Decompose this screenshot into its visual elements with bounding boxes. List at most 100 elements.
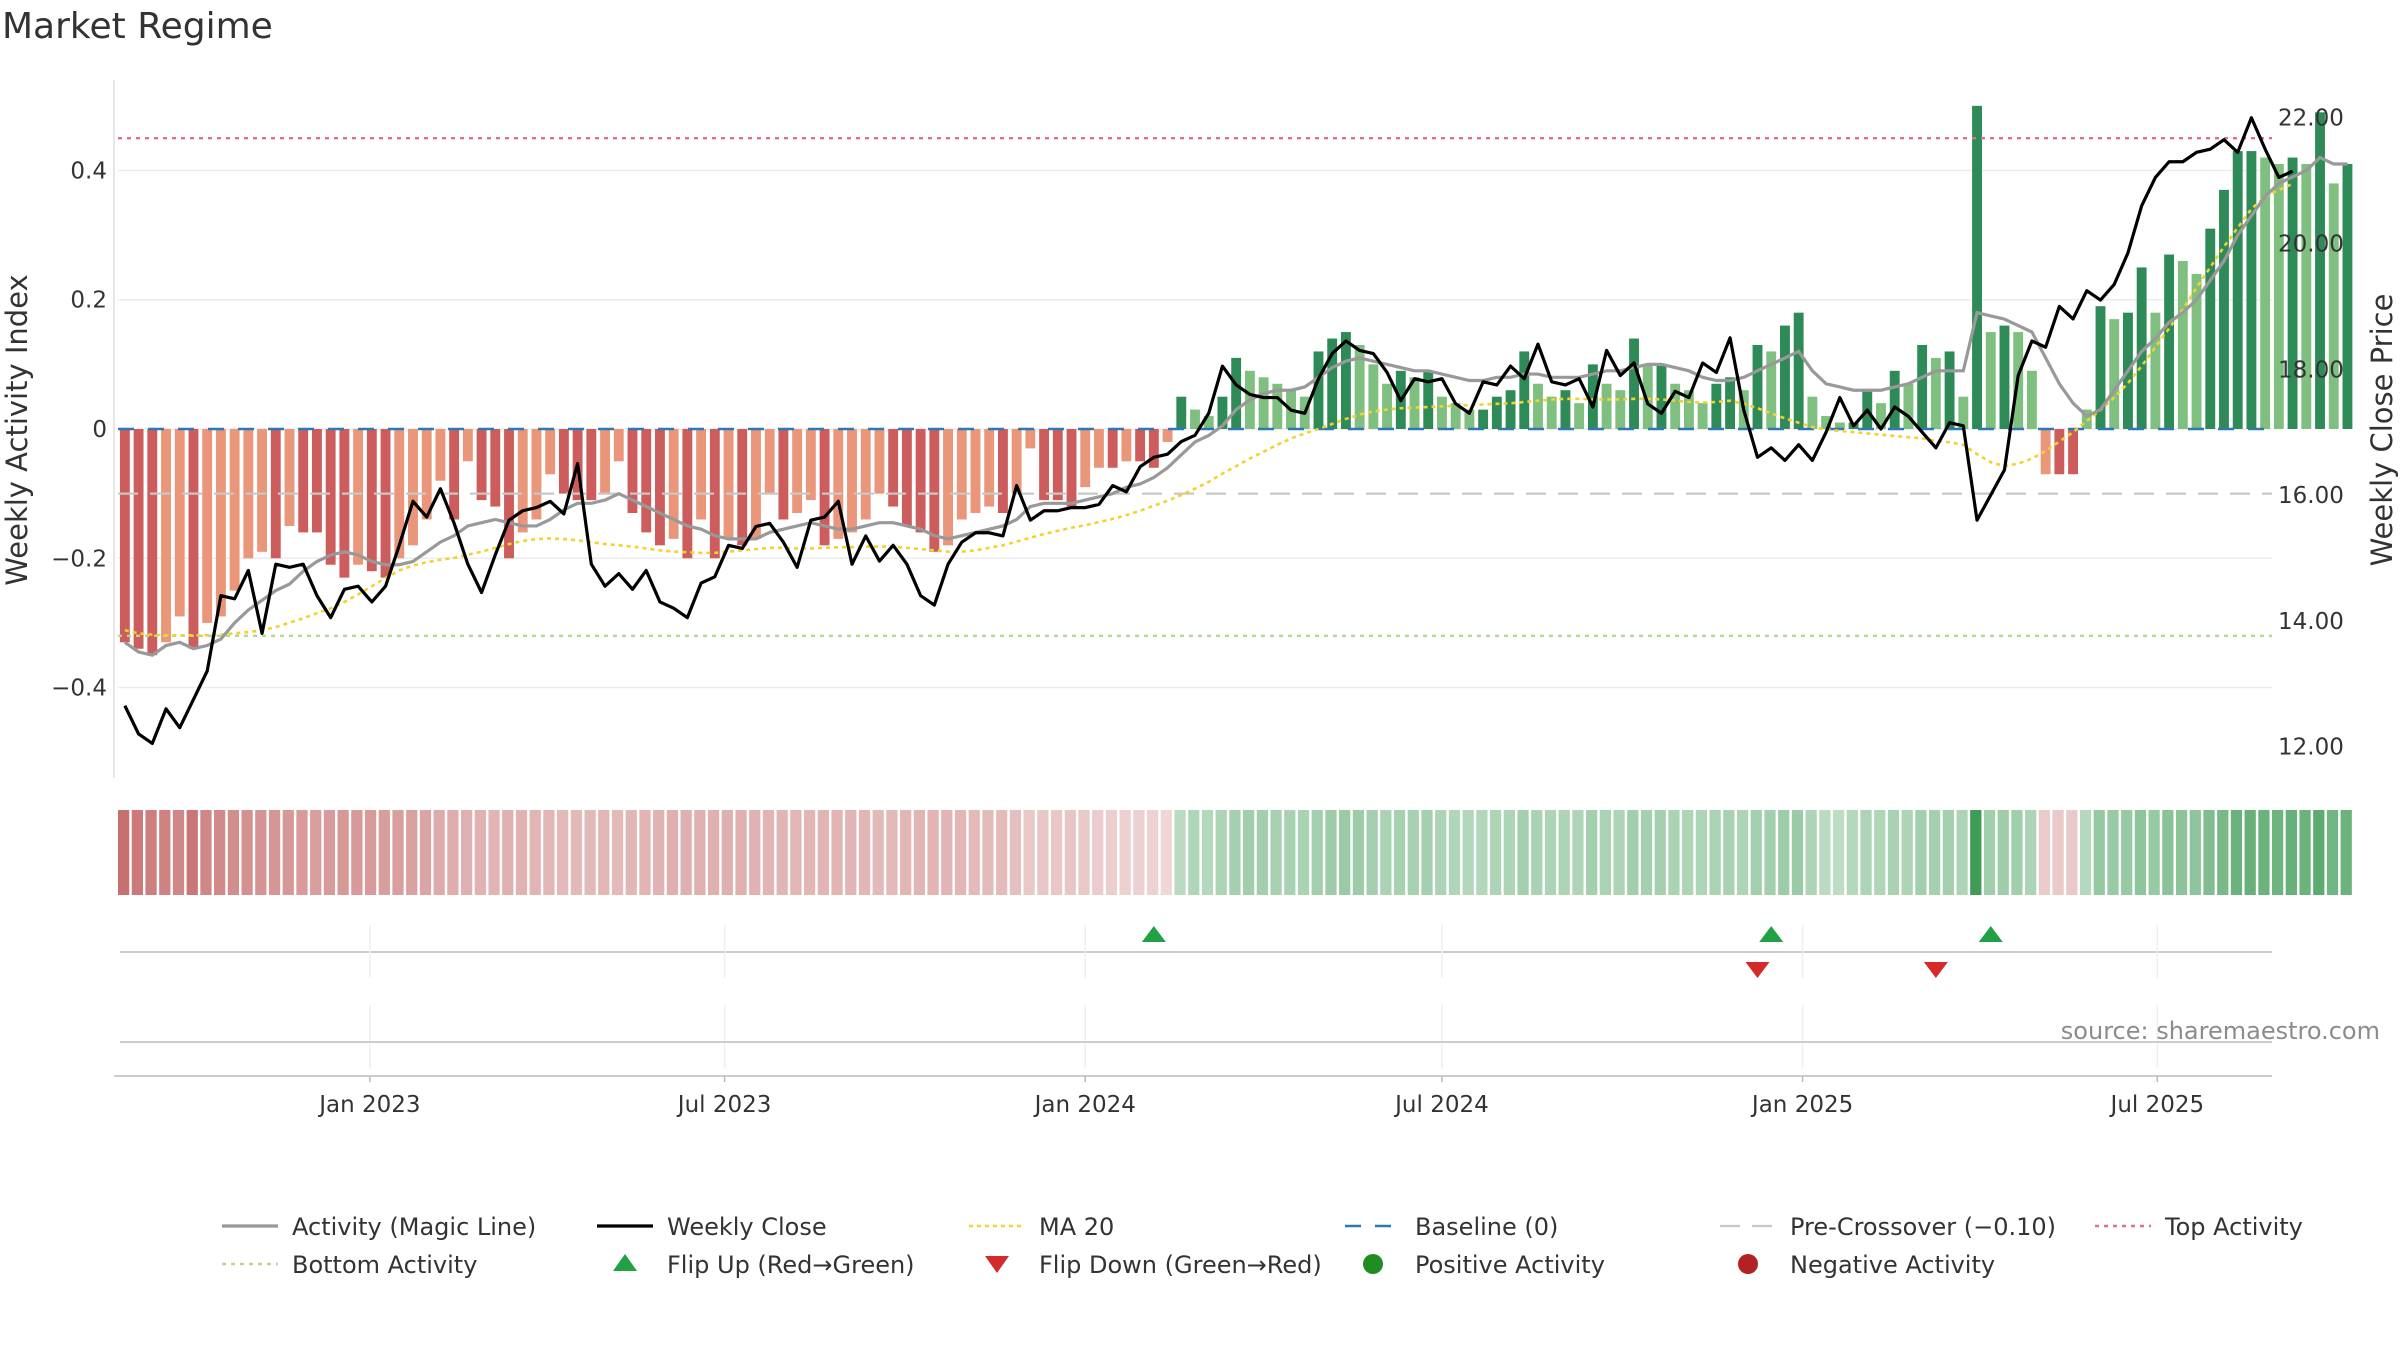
activity-bar — [956, 429, 967, 520]
regime-cell — [886, 810, 898, 895]
activity-bar — [860, 429, 871, 520]
legend-label: Positive Activity — [1415, 1251, 1605, 1279]
activity-bar — [1985, 332, 1996, 429]
activity-bar — [2287, 157, 2298, 429]
activity-bar — [1656, 364, 1667, 429]
activity-bar — [1313, 351, 1324, 429]
regime-cell — [1023, 810, 1035, 895]
activity-bar — [2177, 260, 2188, 429]
activity-bar — [2328, 183, 2339, 429]
activity-bar — [668, 429, 679, 539]
activity-bar — [1930, 357, 1941, 429]
activity-bar — [1217, 396, 1228, 429]
left-y-tick: 0 — [92, 417, 107, 443]
activity-bar — [119, 429, 130, 643]
activity-bar — [819, 429, 830, 546]
regime-cell — [2175, 810, 2188, 895]
activity-bar — [2068, 429, 2078, 475]
regime-cell — [1489, 810, 1502, 895]
regime-cell — [145, 810, 157, 895]
regime-cell — [2230, 810, 2243, 895]
regime-cell — [1723, 810, 1735, 895]
regime-cell — [1092, 810, 1104, 895]
legend-label: Flip Down (Green→Red) — [1039, 1251, 1322, 1279]
activity-bar — [1327, 338, 1338, 429]
legend-item-flipdown: Flip Down (Green→Red) — [985, 1251, 1322, 1279]
activity-bar — [1876, 403, 1886, 429]
activity-bar — [325, 429, 336, 565]
regime-cell — [845, 810, 857, 895]
regime-cell — [2148, 810, 2160, 895]
activity-bar — [1272, 383, 1283, 429]
activity-bar — [2026, 370, 2037, 429]
regime-cell — [1174, 810, 1186, 895]
x-tick-label: Jul 2025 — [2109, 1092, 2205, 1118]
weekly-close-line — [123, 116, 2294, 746]
regime-cell — [1448, 810, 1461, 895]
flip-down-marker — [1923, 962, 1948, 978]
regime-cell — [1215, 810, 1227, 895]
regime-cell — [1846, 810, 1858, 895]
activity-bar — [353, 429, 364, 565]
activity-bar — [1752, 344, 1763, 429]
activity-bar — [997, 429, 1008, 514]
legend-swatch — [1738, 1254, 1758, 1274]
regime-cell — [570, 810, 582, 895]
regime-cell — [406, 810, 418, 895]
activity-bar — [1340, 332, 1351, 429]
ma20-line — [124, 182, 2294, 637]
activity-bar — [1601, 383, 1612, 429]
activity-bar — [1834, 422, 1845, 429]
regime-cell — [378, 810, 390, 895]
regime-cell — [653, 810, 665, 895]
regime-cell — [2079, 810, 2092, 895]
regime-cell — [694, 810, 706, 895]
activity-bar — [1094, 429, 1104, 468]
legend-item-precross: Pre-Crossover (−0.10) — [1720, 1213, 2056, 1241]
magic-line — [123, 155, 2348, 657]
regime-cell — [186, 810, 198, 895]
activity-bar — [2136, 267, 2147, 429]
regime-cell — [2162, 810, 2174, 895]
regime-cell — [543, 810, 555, 895]
regime-cell — [351, 810, 363, 895]
regime-cell — [1366, 810, 1378, 895]
activity-bar — [435, 429, 446, 481]
activity-bar — [1368, 364, 1379, 429]
legend-swatch — [613, 1254, 637, 1271]
activity-bar — [600, 429, 610, 494]
regime-cell — [227, 810, 240, 895]
regime-cell — [364, 810, 377, 895]
legend-item-magic: Activity (Magic Line) — [222, 1213, 536, 1241]
activity-bar — [1176, 396, 1187, 429]
regime-cell — [1668, 810, 1680, 895]
activity-bar — [1903, 383, 1914, 429]
activity-bar — [654, 429, 665, 546]
legend-item-flipup: Flip Up (Red→Green) — [613, 1251, 915, 1279]
regime-cell — [1983, 810, 1996, 895]
activity-bar — [545, 429, 556, 475]
regime-cell — [1695, 810, 1708, 895]
regime-cell — [941, 810, 953, 895]
activity-bar — [1437, 396, 1447, 429]
activity-bar — [805, 429, 816, 501]
activity-bar — [984, 429, 995, 507]
activity-bar — [1821, 416, 1832, 429]
activity-bar — [1258, 377, 1269, 429]
regime-cell — [1064, 810, 1076, 895]
regime-cell — [1819, 810, 1831, 895]
activity-bar — [380, 429, 391, 578]
activity-bar — [627, 429, 638, 514]
activity-bar — [1354, 344, 1365, 429]
regime-cell — [707, 810, 720, 895]
activity-bar — [2109, 319, 2120, 429]
regime-cell — [214, 810, 226, 895]
regime-cell — [1860, 810, 1872, 895]
activity-bar — [1231, 357, 1242, 429]
regime-cell — [1791, 810, 1804, 895]
activity-bar — [874, 429, 885, 494]
activity-bar — [2246, 151, 2257, 429]
regime-cell — [502, 810, 514, 895]
regime-cell — [2011, 810, 2023, 895]
series-lines — [123, 116, 2348, 746]
